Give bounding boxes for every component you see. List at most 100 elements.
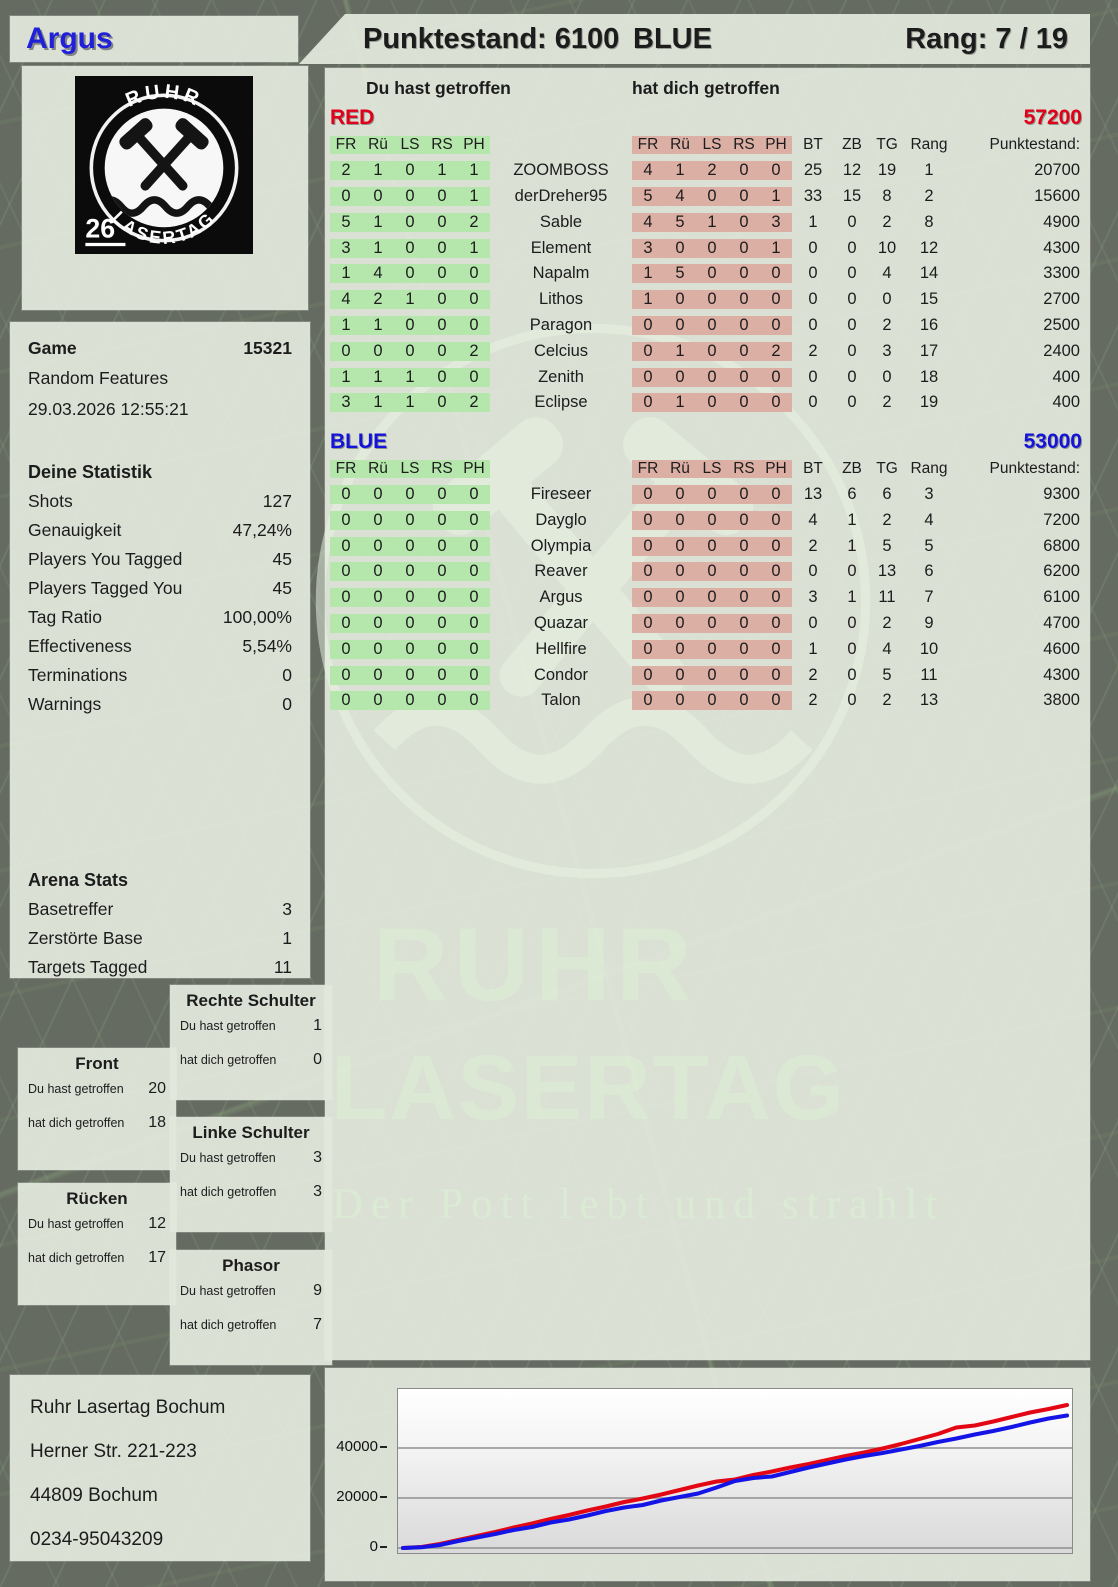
stat-row: Tag Ratio 100,00%	[28, 603, 292, 632]
hit-count-cell: 0	[426, 264, 458, 284]
col-header-hit: Rü	[362, 459, 394, 478]
player-name-cell: Sable	[539, 212, 583, 231]
zone-title: Phasor	[222, 1256, 280, 1275]
hit-count-cell: 0	[362, 536, 394, 556]
hit-count-cell: 0	[330, 341, 362, 361]
got-count-cell: 0	[696, 238, 728, 258]
rank-cell: 18	[919, 367, 939, 386]
hit-count-cell: 0	[458, 290, 490, 310]
team-red-total: 57200	[1023, 106, 1082, 129]
got-count-cell: 0	[696, 290, 728, 310]
hit-count-cell: 0	[426, 341, 458, 361]
stat-value: 45	[272, 578, 292, 598]
col-header-hit: PH	[458, 459, 490, 478]
hit-count-cell: 1	[458, 161, 490, 181]
team-blue-total: 53000	[1023, 429, 1082, 453]
score-chart-panel: 0 20000 40000	[325, 1368, 1090, 1581]
zone-hit-label: Du hast getroffen	[180, 1019, 276, 1033]
rank-cell: 16	[919, 315, 939, 334]
hit-count-cell: 1	[362, 161, 394, 181]
col-header-punktestand: Punktestand:	[989, 135, 1080, 153]
zone-got-row: hat dich getroffen 0	[180, 1051, 322, 1069]
zone-hit-row: Du hast getroffen 20	[28, 1080, 166, 1098]
scoreboard: Du hast getroffen hat dich getroffen RED…	[330, 76, 1082, 714]
score-cell: 4600	[1043, 639, 1080, 658]
player-name-cell: Reaver	[534, 562, 588, 581]
player-row: 0 0 0 0 0 Condor 0 0 0 0 0 2 0 5 11 4300	[330, 662, 1082, 688]
base-hits-cell: 1	[808, 212, 818, 231]
base-hits-cell: 0	[808, 315, 818, 334]
player-name: Argus	[26, 22, 113, 55]
got-count-cell: 0	[760, 484, 792, 504]
watermark-line2: LASERTAG	[331, 1037, 847, 1139]
targets-cell: 4	[882, 264, 892, 283]
player-name-cell: Eclipse	[534, 393, 588, 412]
targets-cell: 2	[882, 315, 892, 334]
player-name-cell: Zenith	[538, 367, 584, 386]
player-name-cell: Lithos	[538, 290, 584, 309]
got-count-cell: 1	[664, 393, 696, 413]
got-count-cell: 0	[664, 613, 696, 633]
bases-destroyed-cell: 0	[847, 691, 857, 710]
col-header-got: FR	[632, 459, 664, 478]
stat-value: 3	[282, 899, 292, 919]
hit-count-cell: 0	[426, 588, 458, 608]
player-row: 0 0 0 0 1 derDreher95 5 4 0 0 1 33 15 8 2 15600	[330, 184, 1082, 210]
column-header-row: FR Rü LS RS PH FR Rü LS RS PH BT ZB TG Rang Punktestan…	[330, 132, 1082, 158]
got-count-cell: 0	[760, 393, 792, 413]
got-count-cell: 1	[696, 212, 728, 232]
got-count-cell: 0	[696, 367, 728, 387]
stat-value: 1	[282, 928, 292, 948]
base-hits-cell: 0	[808, 238, 818, 257]
zone-got-label: hat dich getroffen	[180, 1318, 277, 1332]
col-header-hit: LS	[394, 459, 426, 478]
targets-cell: 0	[882, 367, 892, 386]
score-cell: 4300	[1043, 238, 1080, 257]
zone-got-value: 17	[148, 1249, 166, 1266]
stat-value: 0	[282, 665, 292, 685]
player-row: 0 0 0 0 0 Olympia 0 0 0 0 0 2 1 5 5 6800	[330, 533, 1082, 559]
zone-got-value: 7	[313, 1316, 322, 1333]
got-count-cell: 2	[760, 341, 792, 361]
got-count-cell: 1	[664, 161, 696, 181]
header-team: BLUE	[633, 22, 712, 55]
bases-destroyed-cell: 0	[847, 393, 857, 412]
player-row: 0 0 0 0 0 Talon 0 0 0 0 0 2 0 2 13 3800	[330, 688, 1082, 714]
hit-count-cell: 0	[426, 536, 458, 556]
col-header-stat: BT	[803, 135, 823, 153]
got-count-cell: 0	[760, 562, 792, 582]
hit-count-cell: 0	[394, 341, 426, 361]
hit-count-cell: 0	[330, 665, 362, 685]
score-cell: 7200	[1043, 510, 1080, 529]
header-bar: Punktestand: 6100 BLUE Rang: 7 / 19	[299, 14, 1090, 64]
hit-count-cell: 0	[394, 639, 426, 659]
player-row: 3 1 0 0 1 Element 3 0 0 0 1 0 0 10 12 4300	[330, 235, 1082, 261]
targets-cell: 2	[882, 691, 892, 710]
hit-count-cell: 0	[458, 367, 490, 387]
stat-label: Tag Ratio	[28, 607, 102, 627]
hit-count-cell: 0	[394, 613, 426, 633]
hit-count-cell: 0	[330, 639, 362, 659]
player-name-cell: Celcius	[533, 341, 589, 360]
hit-count-cell: 0	[394, 315, 426, 335]
got-count-cell: 1	[632, 290, 664, 310]
score-cell: 4300	[1043, 665, 1080, 684]
got-count-cell: 0	[728, 264, 760, 284]
bases-destroyed-cell: 0	[847, 562, 857, 581]
score-cell: 400	[1052, 393, 1080, 412]
hit-count-cell: 0	[426, 510, 458, 530]
got-count-cell: 0	[728, 161, 760, 181]
hit-count-cell: 1	[458, 238, 490, 258]
targets-cell: 2	[882, 613, 892, 632]
hit-count-cell: 0	[458, 613, 490, 633]
zone-got-label: hat dich getroffen	[180, 1185, 277, 1199]
venue-name: Ruhr Lasertag Bochum	[30, 1397, 226, 1418]
game-row: Game 15321	[28, 334, 292, 363]
zone-phasor: Phasor Du hast getroffen 9 hat dich getro…	[170, 1250, 332, 1365]
game-number: 15321	[243, 338, 292, 358]
club-logo-icon: RUHR LASERTAG 26	[75, 76, 253, 254]
arena-stat-row: Targets Tagged 11	[28, 953, 292, 982]
player-row: 0 0 0 0 0 Quazar 0 0 0 0 0 0 0 2 9 4700	[330, 611, 1082, 637]
player-name-cell: Quazar	[533, 613, 589, 632]
hit-count-cell: 0	[426, 315, 458, 335]
